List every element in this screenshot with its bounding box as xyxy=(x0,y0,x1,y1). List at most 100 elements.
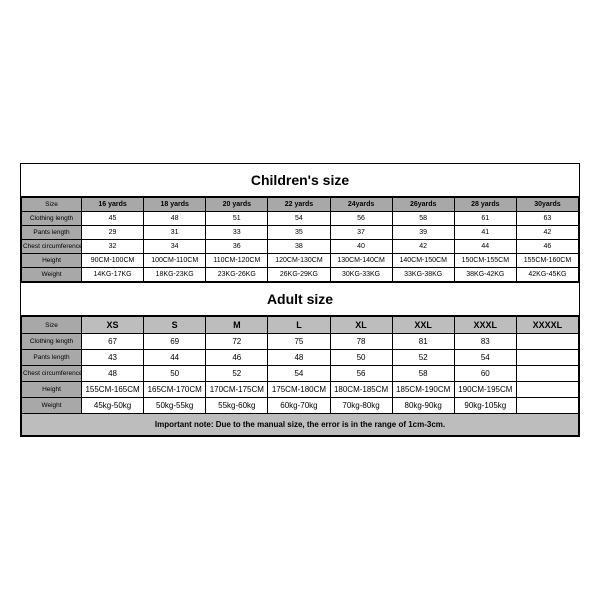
cell: 42 xyxy=(392,240,454,254)
row-label: Pants length xyxy=(22,226,82,240)
cell: 35 xyxy=(268,226,330,240)
cell xyxy=(516,398,578,414)
note-row: Important note: Due to the manual size, … xyxy=(22,414,579,436)
table-row: Chest circumference 1/2 48 50 52 54 56 5… xyxy=(22,366,579,382)
cell: 190CM-195CM xyxy=(454,382,516,398)
cell: 48 xyxy=(144,212,206,226)
cell: 58 xyxy=(392,366,454,382)
cell: 50 xyxy=(330,350,392,366)
col-header: S xyxy=(144,317,206,334)
cell: 78 xyxy=(330,334,392,350)
cell: 38 xyxy=(268,240,330,254)
table-header-row: Size 16 yards 18 yards 20 yards 22 yards… xyxy=(22,198,579,212)
col-header: XL xyxy=(330,317,392,334)
cell: 32 xyxy=(82,240,144,254)
cell: 18KG-23KG xyxy=(144,268,206,282)
cell: 34 xyxy=(144,240,206,254)
cell xyxy=(516,350,578,366)
cell: 46 xyxy=(516,240,578,254)
row-label: Weight xyxy=(22,268,82,282)
cell: 72 xyxy=(206,334,268,350)
cell: 90kg-105kg xyxy=(454,398,516,414)
cell: 45kg-50kg xyxy=(82,398,144,414)
cell xyxy=(516,382,578,398)
cell: 54 xyxy=(268,212,330,226)
row-label: Clothing length xyxy=(22,212,82,226)
cell: 29 xyxy=(82,226,144,240)
table-header-row: Size XS S M L XL XXL XXXL XXXXL xyxy=(22,317,579,334)
cell: 120CM-130CM xyxy=(268,254,330,268)
cell: 38KG-42KG xyxy=(454,268,516,282)
row-label: Size xyxy=(22,198,82,212)
children-table: Size 16 yards 18 yards 20 yards 22 yards… xyxy=(21,197,579,282)
table-row: Pants length 43 44 46 48 50 52 54 xyxy=(22,350,579,366)
row-label: Height xyxy=(22,254,82,268)
cell: 50kg-55kg xyxy=(144,398,206,414)
cell: 33KG-38KG xyxy=(392,268,454,282)
cell: 100CM-110CM xyxy=(144,254,206,268)
cell: 80kg-90kg xyxy=(392,398,454,414)
row-label: Clothing length xyxy=(22,334,82,350)
cell: 46 xyxy=(206,350,268,366)
row-label: Height xyxy=(22,382,82,398)
cell: 30KG-33KG xyxy=(330,268,392,282)
cell: 51 xyxy=(206,212,268,226)
table-row: Chest circumference 1/2 32 34 36 38 40 4… xyxy=(22,240,579,254)
row-label: Size xyxy=(22,317,82,334)
cell xyxy=(516,334,578,350)
adult-table: Size XS S M L XL XXL XXXL XXXXL Clothing… xyxy=(21,316,579,436)
row-label: Weight xyxy=(22,398,82,414)
col-header: XXXXL xyxy=(516,317,578,334)
col-header: M xyxy=(206,317,268,334)
cell: 14KG-17KG xyxy=(82,268,144,282)
cell: 23KG-26KG xyxy=(206,268,268,282)
row-label: Chest circumference 1/2 xyxy=(22,240,82,254)
cell: 58 xyxy=(392,212,454,226)
col-header: L xyxy=(268,317,330,334)
cell: 31 xyxy=(144,226,206,240)
cell: 110CM-120CM xyxy=(206,254,268,268)
cell: 42KG-45KG xyxy=(516,268,578,282)
cell: 54 xyxy=(454,350,516,366)
cell: 54 xyxy=(268,366,330,382)
cell: 42 xyxy=(516,226,578,240)
cell: 52 xyxy=(206,366,268,382)
cell: 48 xyxy=(268,350,330,366)
important-note: Important note: Due to the manual size, … xyxy=(22,414,579,436)
cell xyxy=(516,366,578,382)
col-header: XXXL xyxy=(454,317,516,334)
cell: 26KG-29KG xyxy=(268,268,330,282)
cell: 37 xyxy=(330,226,392,240)
col-header: 28 yards xyxy=(454,198,516,212)
cell: 44 xyxy=(144,350,206,366)
cell: 75 xyxy=(268,334,330,350)
table-row: Clothing length 45 48 51 54 56 58 61 63 xyxy=(22,212,579,226)
cell: 56 xyxy=(330,212,392,226)
cell: 36 xyxy=(206,240,268,254)
cell: 40 xyxy=(330,240,392,254)
col-header: 22 yards xyxy=(268,198,330,212)
cell: 33 xyxy=(206,226,268,240)
cell: 130CM-140CM xyxy=(330,254,392,268)
cell: 56 xyxy=(330,366,392,382)
col-header: 24yards xyxy=(330,198,392,212)
cell: 61 xyxy=(454,212,516,226)
children-title: Children's size xyxy=(21,164,579,197)
table-row: Pants length 29 31 33 35 37 39 41 42 xyxy=(22,226,579,240)
cell: 50 xyxy=(144,366,206,382)
cell: 60kg-70kg xyxy=(268,398,330,414)
cell: 90CM-100CM xyxy=(82,254,144,268)
adult-title: Adult size xyxy=(21,282,579,316)
cell: 155CM-165CM xyxy=(82,382,144,398)
table-row: Weight 45kg-50kg 50kg-55kg 55kg-60kg 60k… xyxy=(22,398,579,414)
row-label: Chest circumference 1/2 xyxy=(22,366,82,382)
cell: 185CM-190CM xyxy=(392,382,454,398)
cell: 52 xyxy=(392,350,454,366)
cell: 44 xyxy=(454,240,516,254)
table-row: Height 155CM-165CM 165CM-170CM 170CM-175… xyxy=(22,382,579,398)
cell: 170CM-175CM xyxy=(206,382,268,398)
size-chart: Children's size Size 16 yards 18 yards 2… xyxy=(20,163,580,437)
cell: 175CM-180CM xyxy=(268,382,330,398)
cell: 45 xyxy=(82,212,144,226)
cell: 180CM-185CM xyxy=(330,382,392,398)
